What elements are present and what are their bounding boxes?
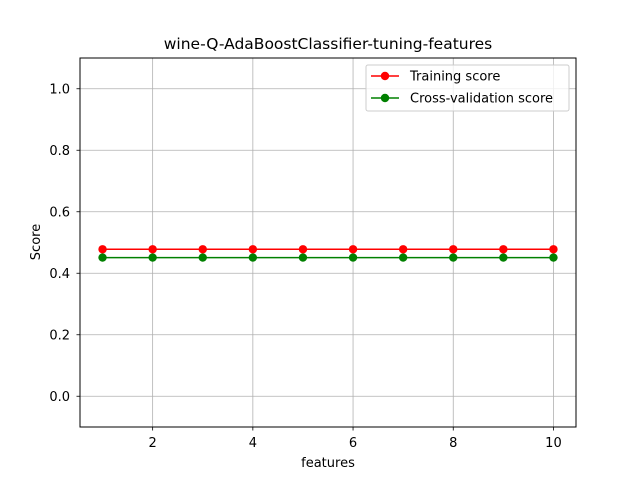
- legend-label: Training score: [409, 70, 500, 85]
- x-tick-label: 4: [249, 436, 257, 451]
- y-tick-label: 0.6: [49, 205, 70, 220]
- y-tick-label: 0.8: [49, 144, 70, 159]
- y-axis: 0.0 0.2 0.4 0.6 0.8 1.0: [49, 82, 80, 405]
- y-tick-label: 0.2: [49, 328, 70, 343]
- data-point: [449, 253, 458, 262]
- y-axis-label: Score: [29, 224, 44, 260]
- legend-label: Cross-validation score: [410, 92, 553, 107]
- data-point: [398, 253, 408, 262]
- legend-frame: [365, 64, 570, 112]
- data-point: [98, 245, 107, 254]
- x-axis: 2 4 6 8 10: [149, 427, 562, 451]
- data-point: [499, 245, 508, 254]
- x-axis-label: features: [301, 456, 355, 471]
- data-point: [449, 245, 458, 254]
- data-point: [198, 253, 207, 262]
- y-tick-label: 0.4: [49, 267, 70, 282]
- x-tick-label: 10: [545, 436, 562, 451]
- data-point: [298, 245, 308, 254]
- x-tick-label: 8: [449, 436, 457, 451]
- data-point: [348, 253, 358, 262]
- chart-title: wine-Q-AdaBoostClassifier-tuning-feature…: [164, 35, 493, 53]
- data-point: [549, 245, 558, 254]
- data-point: [98, 253, 107, 262]
- data-point: [499, 253, 508, 262]
- plot-area: [79, 57, 577, 428]
- y-tick-label: 0.0: [49, 390, 70, 405]
- data-point: [549, 253, 558, 262]
- data-point: [248, 253, 258, 262]
- grid: [80, 58, 576, 427]
- legend: Training score Cross-validation score: [365, 64, 570, 112]
- x-tick-label: 2: [149, 436, 157, 451]
- data-point: [148, 245, 157, 254]
- data-point: [198, 245, 207, 254]
- data-point: [148, 253, 157, 262]
- data-point: [348, 245, 358, 254]
- legend-swatch-marker: [380, 71, 390, 81]
- series-layer: [98, 245, 558, 262]
- y-tick-label: 1.0: [49, 82, 70, 97]
- data-point: [398, 245, 408, 254]
- x-tick-label: 6: [349, 436, 357, 451]
- data-point: [298, 253, 308, 262]
- data-point: [248, 245, 258, 254]
- legend-swatch-marker: [380, 93, 390, 103]
